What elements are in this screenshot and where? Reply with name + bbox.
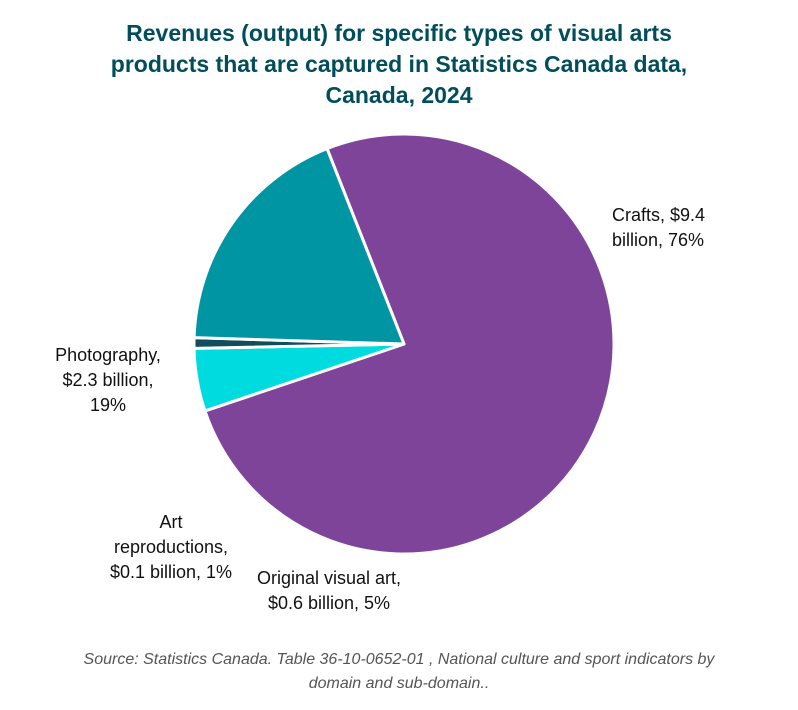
chart-title: Revenues (output) for specific types of … xyxy=(0,18,798,111)
label-art-reproductions: Art reproductions, $0.1 billion, 1% xyxy=(94,510,248,585)
label-art-reproductions-line-2: reproductions, xyxy=(113,537,229,557)
label-photography-line-1: Photography, xyxy=(55,345,161,365)
label-photography-line-3: 19% xyxy=(89,395,127,415)
pie-slice-crafts xyxy=(203,132,616,556)
chart-title-line-3: Canada, 2024 xyxy=(325,82,473,108)
label-original-visual-art: Original visual art, $0.6 billion, 5% xyxy=(244,566,414,616)
chart-title-line-2: products that are captured in Statistics… xyxy=(110,51,688,77)
label-crafts-line-2: billion, 76% xyxy=(612,230,705,250)
source-note-line-1: Source: Statistics Canada. Table 36-10-0… xyxy=(83,651,715,668)
pie-slice-photography xyxy=(192,147,406,346)
label-art-reproductions-line-1: Art xyxy=(159,512,183,532)
label-crafts: Crafts, $9.4 billion, 76% xyxy=(612,203,705,253)
label-original-visual-art-line-2: $0.6 billion, 5% xyxy=(267,593,391,613)
source-note: Source: Statistics Canada. Table 36-10-0… xyxy=(0,648,798,696)
label-photography: Photography, $2.3 billion, 19% xyxy=(36,343,180,418)
chart-title-line-1: Revenues (output) for specific types of … xyxy=(126,20,672,46)
label-photography-line-2: $2.3 billion, xyxy=(62,370,154,390)
label-original-visual-art-line-1: Original visual art, xyxy=(256,568,402,588)
source-note-line-2: domain and sub-domain.. xyxy=(308,675,490,692)
label-crafts-line-1: Crafts, $9.4 xyxy=(612,205,706,225)
label-art-reproductions-line-3: $0.1 billion, 1% xyxy=(109,562,233,582)
